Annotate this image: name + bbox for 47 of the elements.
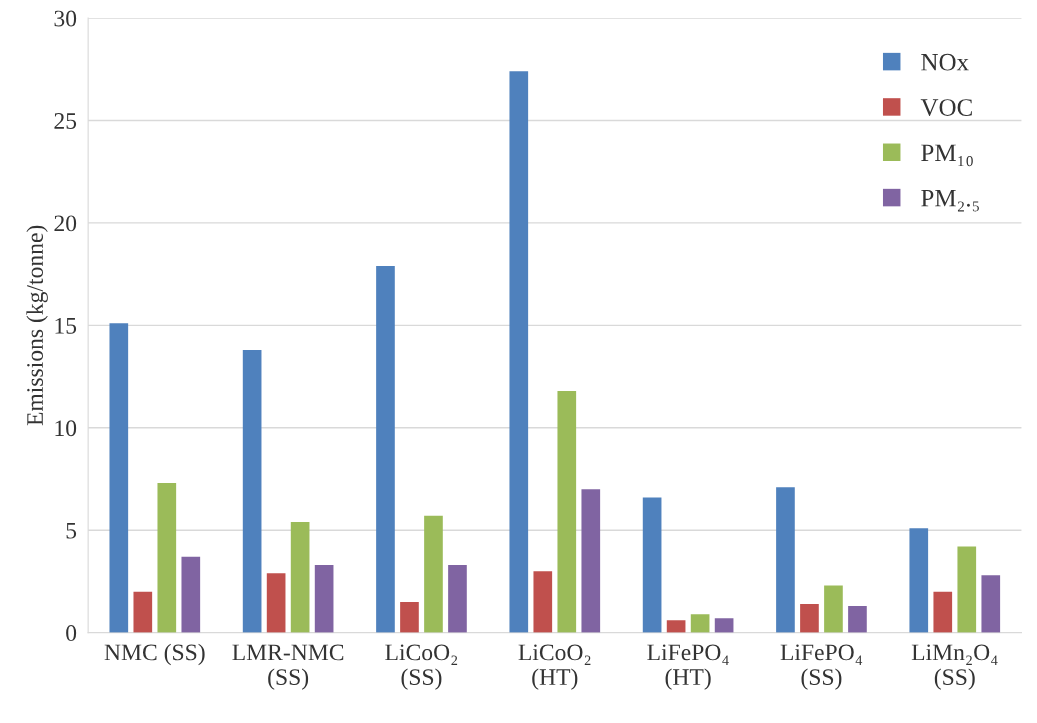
bar xyxy=(509,71,529,633)
x-tick-label: NMC (SS) xyxy=(104,643,205,666)
bar xyxy=(290,522,310,633)
bar xyxy=(776,487,795,633)
y-tick-label: 5 xyxy=(66,522,77,539)
bar xyxy=(133,591,153,633)
bar xyxy=(157,483,177,633)
legend-label: PM₂.₅ xyxy=(921,189,979,212)
legend-label: VOC xyxy=(920,99,972,117)
bar xyxy=(266,573,286,633)
y-tick-label: 20 xyxy=(54,215,77,232)
bar xyxy=(424,515,443,633)
bar xyxy=(181,556,201,633)
bar xyxy=(666,620,686,633)
bar xyxy=(400,601,419,633)
bar xyxy=(981,575,1001,633)
bar xyxy=(109,323,129,633)
bar xyxy=(848,605,867,633)
bar xyxy=(933,591,953,633)
bar xyxy=(448,565,467,633)
bar xyxy=(581,489,601,633)
bar xyxy=(242,349,262,633)
x-tick-label: LiCoO₂ (HT) xyxy=(518,644,591,690)
legend-label: NOx xyxy=(921,53,969,71)
bar xyxy=(376,265,395,633)
y-tick-label: 10 xyxy=(55,420,77,437)
x-tick-label: LMR-NMC (SS) xyxy=(232,644,344,690)
x-tick-label: LiMn₂O₄ (SS) xyxy=(911,644,998,690)
bar xyxy=(533,571,553,633)
y-tick-label: 25 xyxy=(54,113,77,129)
bar xyxy=(557,390,577,633)
bar xyxy=(314,565,334,633)
bar xyxy=(714,618,734,633)
legend-label: PM₁₀ xyxy=(921,144,973,167)
bar xyxy=(909,528,929,633)
y-axis-title: Emissions (kg/tonne) xyxy=(26,225,48,426)
y-tick-label: 0 xyxy=(66,625,77,642)
y-tick-label: 30 xyxy=(54,10,77,27)
bar xyxy=(642,497,662,633)
x-tick-label: LiCoO₂ (SS) xyxy=(385,644,458,690)
bar xyxy=(824,585,843,633)
bar xyxy=(800,603,819,633)
x-tick-label: LiFePO₄ (SS) xyxy=(780,644,863,690)
bar xyxy=(957,546,977,633)
y-tick-label: 15 xyxy=(55,317,77,334)
bar xyxy=(690,614,710,633)
x-tick-label: LiFePO₄ (HT) xyxy=(647,644,729,690)
